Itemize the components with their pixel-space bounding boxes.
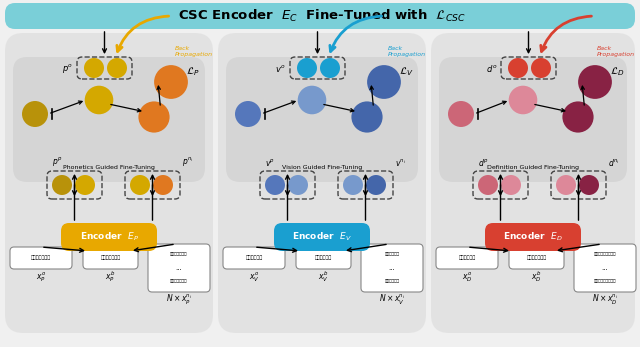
Text: Encoder  $E_D$: Encoder $E_D$ [503,231,563,243]
Text: $v^p$: $v^p$ [265,157,275,168]
FancyBboxPatch shape [13,57,205,182]
Text: $v^{n_i}$: $v^{n_i}$ [395,157,406,168]
Circle shape [367,65,401,99]
Text: Encoder  $E_P$: Encoder $E_P$ [79,231,138,243]
Text: Back
Propagation: Back Propagation [174,46,212,57]
Text: Definition Guided Fine-Tuning: Definition Guided Fine-Tuning [487,165,579,170]
FancyBboxPatch shape [226,57,418,182]
Text: ...: ... [175,265,182,271]
FancyBboxPatch shape [223,247,285,269]
Text: $p^p$: $p^p$ [52,155,63,168]
Circle shape [235,101,261,127]
Text: $x^b_V$: $x^b_V$ [318,270,329,285]
Circle shape [75,175,95,195]
Circle shape [320,58,340,78]
Text: 不经直接说明而了解: 不经直接说明而了解 [594,253,616,256]
Circle shape [501,175,521,195]
Circle shape [130,175,150,195]
Text: Encoder  $E_V$: Encoder $E_V$ [292,231,352,243]
Circle shape [478,175,498,195]
Circle shape [138,101,170,133]
Circle shape [531,58,551,78]
Circle shape [153,175,173,195]
Text: CSC Encoder  $E_C$  Fine-Tuned with  $\mathcal{L}_{CSC}$: CSC Encoder $E_C$ Fine-Tuned with $\math… [178,8,466,24]
FancyBboxPatch shape [148,244,210,292]
Text: 那时天空非常好: 那时天空非常好 [170,253,188,256]
Text: 表示对方相会很荣幸: 表示对方相会很荣幸 [594,279,616,283]
Text: 那时天奇非常好: 那时天奇非常好 [100,255,120,261]
Text: 举办一个误会: 举办一个误会 [458,255,476,261]
Circle shape [84,86,113,114]
Text: $x^o_D$: $x^o_D$ [461,270,472,284]
Text: $v^o$: $v^o$ [275,62,286,74]
FancyBboxPatch shape [10,247,72,269]
FancyBboxPatch shape [509,247,564,269]
FancyBboxPatch shape [5,3,635,29]
FancyBboxPatch shape [439,57,627,182]
Circle shape [366,175,386,195]
Circle shape [579,175,599,195]
FancyBboxPatch shape [61,223,157,251]
Text: 街上正在绿水: 街上正在绿水 [385,253,399,256]
Text: 街上正在洒水: 街上正在洒水 [245,255,262,261]
Text: $N\times x^{n_i}_D$: $N\times x^{n_i}_D$ [592,293,618,307]
Text: 那时天色非常好: 那时天色非常好 [170,279,188,283]
Text: 街上正在绿水: 街上正在绿水 [315,255,332,261]
Circle shape [297,58,317,78]
Text: 独交迂腐的集合: 独交迂腐的集合 [527,255,547,261]
FancyBboxPatch shape [218,33,426,333]
Circle shape [343,175,363,195]
Text: $x^b_D$: $x^b_D$ [531,270,542,285]
Circle shape [288,175,308,195]
Circle shape [298,86,326,114]
Circle shape [84,58,104,78]
Text: Back
Propagation: Back Propagation [597,46,636,57]
FancyBboxPatch shape [274,223,370,251]
Text: $x^o_P$: $x^o_P$ [36,270,46,284]
Text: 那时天气非常好: 那时天气非常好 [31,255,51,261]
Text: $x^o_V$: $x^o_V$ [249,270,259,284]
Text: $N\times x^{n_i}_V$: $N\times x^{n_i}_V$ [379,293,405,307]
Text: Phonetics Guided Fine-Tuning: Phonetics Guided Fine-Tuning [63,165,155,170]
FancyBboxPatch shape [296,247,351,269]
Circle shape [556,175,576,195]
Circle shape [265,175,285,195]
Text: $\mathcal{L}_D$: $\mathcal{L}_D$ [610,66,625,78]
Circle shape [448,101,474,127]
Text: ...: ... [388,265,396,271]
Text: $p^o$: $p^o$ [62,61,73,75]
Text: $d^o$: $d^o$ [486,62,497,74]
FancyBboxPatch shape [574,244,636,292]
Text: $\mathcal{L}_P$: $\mathcal{L}_P$ [186,66,200,78]
Circle shape [351,101,383,133]
FancyBboxPatch shape [5,33,213,333]
FancyBboxPatch shape [83,247,138,269]
Circle shape [508,58,528,78]
Text: $d^p$: $d^p$ [478,157,489,168]
FancyBboxPatch shape [436,247,498,269]
FancyBboxPatch shape [361,244,423,292]
Text: ...: ... [602,265,609,271]
Text: $p^{n_i}$: $p^{n_i}$ [182,155,194,168]
Text: Back
Propagation: Back Propagation [387,46,426,57]
Circle shape [509,86,538,114]
Text: $N\times x^{n_i}_P$: $N\times x^{n_i}_P$ [166,293,192,307]
Text: $d^{n_i}$: $d^{n_i}$ [608,157,620,168]
Text: 街上正在泼水: 街上正在泼水 [385,279,399,283]
Text: $\mathcal{L}_V$: $\mathcal{L}_V$ [399,66,413,78]
Circle shape [563,101,594,133]
Text: Vision Guided Fine-Tuning: Vision Guided Fine-Tuning [282,165,362,170]
FancyBboxPatch shape [485,223,581,251]
Circle shape [154,65,188,99]
Circle shape [22,101,48,127]
Circle shape [578,65,612,99]
FancyBboxPatch shape [431,33,635,333]
Circle shape [52,175,72,195]
Text: $x^b_P$: $x^b_P$ [106,270,116,285]
Circle shape [107,58,127,78]
